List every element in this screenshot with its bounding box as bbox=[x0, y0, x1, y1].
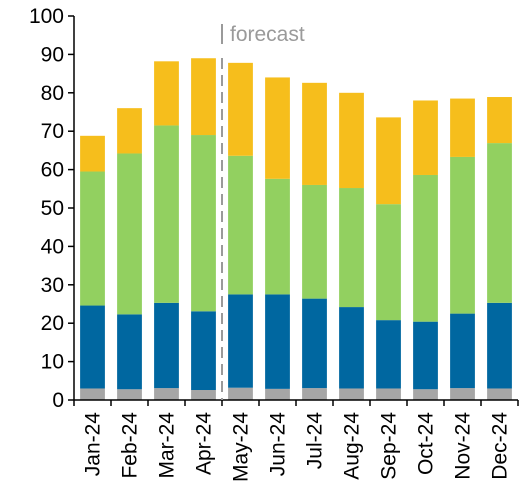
bar-segment bbox=[80, 171, 105, 306]
bar-segment bbox=[302, 184, 327, 299]
y-tick-label: 40 bbox=[41, 235, 64, 258]
forecast-label: forecast bbox=[230, 23, 305, 46]
bar-segment bbox=[191, 58, 216, 136]
bar-segment bbox=[302, 388, 327, 400]
bar-segment bbox=[117, 389, 142, 400]
x-tick-label: Aug-24 bbox=[341, 412, 364, 480]
bar-segment bbox=[339, 92, 364, 189]
x-tick-label: May-24 bbox=[230, 412, 253, 482]
bar-segment bbox=[154, 61, 179, 126]
bar-segment bbox=[487, 97, 512, 144]
bar-segment bbox=[450, 313, 475, 389]
bar-segment bbox=[450, 98, 475, 157]
y-tick-label: 10 bbox=[41, 351, 64, 374]
x-tick-label: Jan-24 bbox=[82, 412, 105, 477]
bar-segment bbox=[117, 153, 142, 315]
bar-segment bbox=[265, 178, 290, 295]
y-tick-label: 20 bbox=[41, 312, 64, 335]
bar-segment bbox=[228, 62, 253, 156]
x-tick-label: Sep-24 bbox=[378, 412, 401, 480]
bar-segment bbox=[376, 204, 401, 321]
bar-segment bbox=[228, 294, 253, 388]
bar-segment bbox=[487, 143, 512, 303]
x-tick-label: Mar-24 bbox=[156, 412, 179, 479]
bar-segment bbox=[154, 302, 179, 389]
bar-segment bbox=[154, 125, 179, 303]
x-tick-label: Apr-24 bbox=[193, 412, 216, 475]
bar-segment bbox=[228, 387, 253, 400]
bar-segment bbox=[413, 389, 438, 400]
bar-segment bbox=[117, 108, 142, 154]
bar-segment bbox=[228, 155, 253, 295]
bar-segment bbox=[376, 388, 401, 400]
y-tick-label: 80 bbox=[41, 82, 64, 105]
bar-segment bbox=[191, 135, 216, 312]
bar-segment bbox=[487, 302, 512, 389]
x-tick-label: Dec-24 bbox=[489, 412, 512, 480]
bar-segment bbox=[154, 388, 179, 400]
bar-segment bbox=[450, 388, 475, 400]
bar-segment bbox=[339, 388, 364, 400]
y-tick-label: 90 bbox=[41, 43, 64, 66]
bar-segment bbox=[413, 100, 438, 175]
bar-segment bbox=[80, 388, 105, 400]
y-tick-label: 50 bbox=[41, 197, 64, 220]
bar-segment bbox=[191, 311, 216, 391]
bar-segment bbox=[302, 298, 327, 389]
bar-segment bbox=[80, 305, 105, 389]
bar-segment bbox=[117, 314, 142, 390]
bar-segment bbox=[265, 77, 290, 179]
y-tick-label: 100 bbox=[29, 5, 64, 28]
x-axis: Jan-24 Feb-24 Mar-24 Apr-24 May-24 Jun-24 Jul-… bbox=[73, 399, 519, 482]
y-tick-label: 0 bbox=[52, 389, 64, 412]
x-tick-label: Feb-24 bbox=[119, 412, 142, 479]
bar-segment bbox=[191, 390, 216, 400]
bars-layer bbox=[80, 58, 512, 400]
bar-segment bbox=[302, 82, 327, 185]
bar-segment bbox=[413, 321, 438, 390]
bar-segment bbox=[487, 388, 512, 400]
bar-segment bbox=[376, 117, 401, 205]
forecast-marker: forecast bbox=[221, 23, 305, 400]
bar-segment bbox=[376, 320, 401, 389]
x-tick-label: Jul-24 bbox=[304, 412, 327, 470]
bar-segment bbox=[339, 188, 364, 308]
bar-segment bbox=[80, 135, 105, 172]
x-tick-label: Jun-24 bbox=[267, 412, 290, 477]
y-tick-label: 30 bbox=[41, 274, 64, 297]
x-tick-label: Nov-24 bbox=[452, 412, 475, 480]
bar-segment bbox=[413, 174, 438, 322]
x-tick-label: Oct-24 bbox=[415, 412, 438, 475]
bar-segment bbox=[339, 307, 364, 389]
y-tick-label: 70 bbox=[41, 120, 64, 143]
bar-segment bbox=[265, 388, 290, 400]
y-axis: 0 10 20 30 40 50 60 70 80 90 100 bbox=[29, 5, 75, 412]
bar-segment bbox=[450, 156, 475, 314]
y-tick-label: 60 bbox=[41, 159, 64, 182]
bar-segment bbox=[265, 294, 290, 389]
